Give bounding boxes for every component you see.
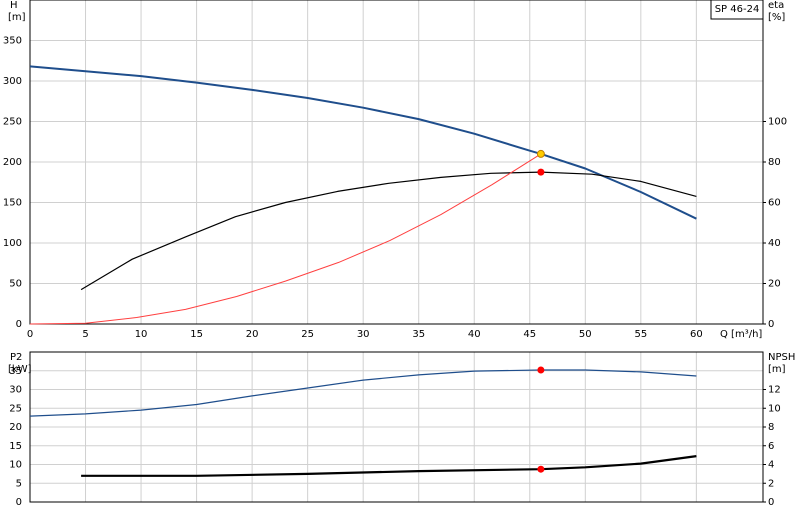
y2-label: eta — [768, 0, 784, 11]
operating-point — [537, 465, 545, 473]
label-box — [710, 0, 764, 20]
y-label: H — [10, 0, 18, 11]
y2-tick-label: 2 — [768, 478, 774, 489]
y2-tick-label: 100 — [768, 117, 787, 128]
y2-tick-label: 20 — [768, 279, 781, 290]
y2-label: NPSH — [768, 352, 795, 363]
y-tick-label: 350 — [3, 36, 22, 47]
y2-tick-label: 60 — [768, 198, 781, 209]
y-unit: [kW] — [8, 364, 32, 375]
curve — [29, 153, 542, 325]
y-label: P2 — [10, 352, 22, 363]
x-tick-label: 40 — [468, 329, 481, 340]
x-tick-label: 50 — [579, 329, 592, 340]
y2-tick-label: 4 — [768, 460, 774, 471]
chart-label: SP 46-24 — [715, 4, 760, 15]
y-tick-label: 0 — [16, 319, 22, 330]
y-tick-label: 35 — [9, 366, 22, 377]
plot-frame — [29, 351, 764, 503]
curve — [80, 171, 697, 291]
operating-point — [537, 366, 545, 374]
operating-point — [537, 168, 545, 176]
y-tick-label: 25 — [9, 403, 22, 414]
x-tick-label: 35 — [412, 329, 425, 340]
y2-unit: [m] — [768, 364, 786, 375]
curve — [81, 455, 697, 477]
y-tick-label: 300 — [3, 76, 22, 87]
x-tick-label: 30 — [357, 329, 370, 340]
x-tick-label: 10 — [135, 329, 148, 340]
x-tick-label: 55 — [634, 329, 647, 340]
x-tick-label: 0 — [27, 329, 33, 340]
y2-tick-label: 6 — [768, 441, 774, 452]
y-tick-label: 100 — [3, 238, 22, 249]
y2-tick-label: 8 — [768, 422, 774, 433]
y2-tick-label: 10 — [768, 403, 781, 414]
y2-tick-label: 0 — [768, 497, 774, 508]
y-tick-label: 15 — [9, 441, 22, 452]
y2-unit: [%] — [768, 12, 785, 23]
y-tick-label: 150 — [3, 198, 22, 209]
y-tick-label: 250 — [3, 117, 22, 128]
y-tick-label: 10 — [9, 460, 22, 471]
y2-tick-label: 80 — [768, 157, 781, 168]
y2-tick-label: 12 — [768, 385, 781, 396]
y-tick-label: 5 — [16, 478, 22, 489]
x-tick-label: 60 — [690, 329, 703, 340]
x-tick-label: 25 — [301, 329, 314, 340]
curve — [29, 369, 697, 417]
x-tick-label: 20 — [246, 329, 259, 340]
x-tick-label: 5 — [82, 329, 88, 340]
curve — [29, 65, 697, 220]
y-tick-label: 200 — [3, 157, 22, 168]
y-tick-label: 30 — [9, 385, 22, 396]
y-tick-label: 50 — [9, 279, 22, 290]
y-tick-label: 0 — [16, 497, 22, 508]
y-tick-label: 20 — [9, 422, 22, 433]
x-label: Q [m³/h] — [720, 329, 762, 340]
plot-frame — [29, 0, 764, 325]
y-unit: [m] — [8, 12, 26, 23]
operating-point — [536, 149, 545, 158]
y2-tick-label: 40 — [768, 238, 781, 249]
x-tick-label: 15 — [190, 329, 203, 340]
x-tick-label: 45 — [523, 329, 536, 340]
y2-tick-label: 0 — [768, 319, 774, 330]
